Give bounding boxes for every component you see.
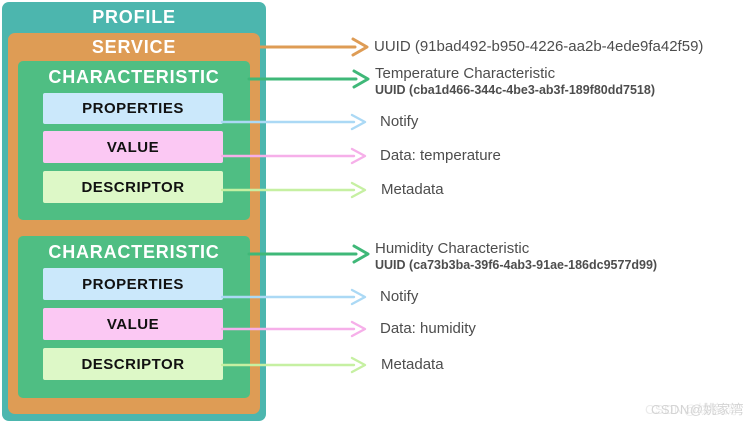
descriptor-box-1: DESCRIPTOR <box>43 171 223 203</box>
value-box-1: VALUE <box>43 131 223 163</box>
temperature-characteristic-arrow <box>247 69 370 89</box>
service-uuid-label: UUID (91bad492-b950-4226-aa2b-4ede9fa42f… <box>374 38 703 56</box>
humidity-characteristic-arrow <box>247 244 370 264</box>
characteristic-title-2: CHARACTERISTIC <box>48 241 220 262</box>
temperature-characteristic-label: Temperature Characteristic UUID (cba1d46… <box>375 65 655 98</box>
data-temperature-text: Data: temperature <box>380 147 501 164</box>
service-uuid-arrow <box>256 37 369 57</box>
notify-text-2: Notify <box>380 288 419 305</box>
profile-box: PROFILE SERVICE CHARACTERISTIC PROPERTIE… <box>2 2 266 421</box>
data-humidity-text: Data: humidity <box>380 320 476 337</box>
metadata-label-1: Metadata <box>381 181 444 199</box>
metadata-label-2: Metadata <box>381 356 444 374</box>
metadata-text-1: Metadata <box>381 181 444 198</box>
characteristic-box-2: CHARACTERISTIC PROPERTIES VALUE DESCRIPT… <box>18 236 250 398</box>
characteristic-title-1: CHARACTERISTIC <box>48 66 220 87</box>
csdn-watermark: CSDN@姚家湾 <box>650 402 744 417</box>
value-box-2: VALUE <box>43 308 223 340</box>
characteristic-box-1: CHARACTERISTIC PROPERTIES VALUE DESCRIPT… <box>18 61 250 220</box>
humidity-characteristic-label: Humidity Characteristic UUID (ca73b3ba-3… <box>375 240 657 273</box>
data-temperature-label: Data: temperature <box>380 147 501 165</box>
service-uuid-text: UUID (91bad492-b950-4226-aa2b-4ede9fa42f… <box>374 38 704 55</box>
humidity-characteristic-text: Humidity Characteristic <box>375 240 530 257</box>
properties-box-2: PROPERTIES <box>43 268 223 300</box>
properties-box-1: PROPERTIES <box>43 93 223 124</box>
service-title: SERVICE <box>91 36 177 57</box>
data-humidity-label: Data: humidity <box>380 320 476 338</box>
humidity-characteristic-uuid: UUID (ca73b3ba-39f6-4ab3-91ae-186dc9577d… <box>375 258 658 272</box>
notify-label-2: Notify <box>380 288 418 306</box>
notify-text-1: Notify <box>380 113 419 130</box>
notify-label-1: Notify <box>380 113 418 131</box>
service-box: SERVICE CHARACTERISTIC PROPERTIES VALUE … <box>8 33 260 414</box>
profile-title: PROFILE <box>92 7 176 27</box>
descriptor-box-2: DESCRIPTOR <box>43 348 223 380</box>
temperature-characteristic-uuid: UUID (cba1d466-344c-4be3-ab3f-189f80dd75… <box>375 83 655 97</box>
temperature-characteristic-text: Temperature Characteristic <box>375 65 556 82</box>
metadata-text-2: Metadata <box>381 356 444 373</box>
